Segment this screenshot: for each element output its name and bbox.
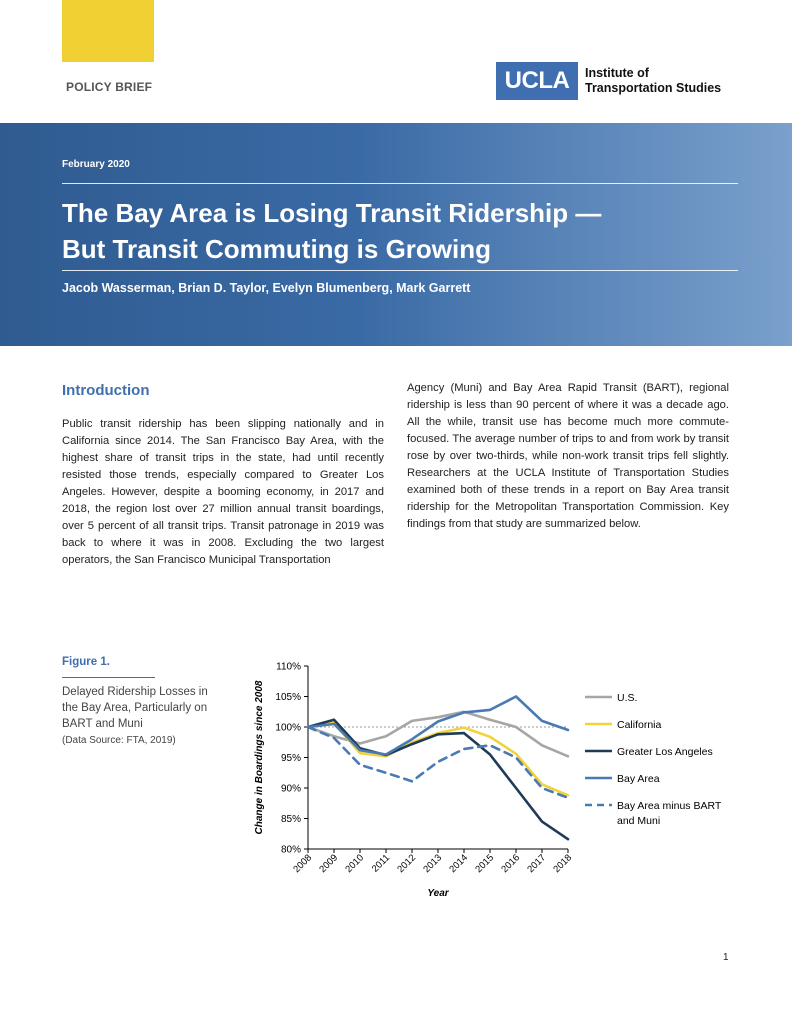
institute-name: Institute of Transportation Studies bbox=[585, 66, 721, 96]
page-title: The Bay Area is Losing Transit Ridership… bbox=[62, 195, 722, 267]
figure-caption: Delayed Ridership Losses in the Bay Area… bbox=[62, 686, 208, 730]
banner-top-divider bbox=[62, 183, 738, 184]
banner-bottom-divider bbox=[62, 270, 738, 271]
y-tick-label: 80% bbox=[281, 845, 301, 856]
author-list: Jacob Wasserman, Brian D. Taylor, Evelyn… bbox=[62, 281, 471, 295]
y-tick-label: 95% bbox=[281, 753, 301, 764]
figure-label-rule bbox=[62, 677, 155, 678]
x-tick-label: 2017 bbox=[525, 852, 548, 875]
intro-paragraph-column-2: Agency (Muni) and Bay Area Rapid Transit… bbox=[407, 382, 729, 530]
institute-name-line-2: Transportation Studies bbox=[585, 81, 722, 95]
document-type-label: POLICY BRIEF bbox=[66, 80, 153, 94]
y-axis-title: Change in Boardings since 2008 bbox=[254, 680, 265, 834]
legend-label: Bay Area bbox=[617, 773, 660, 785]
title-banner: February 2020 The Bay Area is Losing Tra… bbox=[0, 123, 792, 346]
series-line-bay-area bbox=[306, 695, 570, 756]
y-tick-label: 85% bbox=[281, 814, 301, 825]
series-line-greater-los-angeles bbox=[306, 718, 570, 841]
ridership-line-chart: 80% 85% 90% 95% 100% 105% 110% 2008 2009 2010 2011… bbox=[254, 662, 722, 900]
x-tick-label: 2011 bbox=[370, 852, 392, 874]
x-tick-label: 2013 bbox=[421, 852, 444, 875]
x-tick-label: 2010 bbox=[343, 852, 366, 875]
x-tick-label: 2012 bbox=[395, 852, 418, 875]
legend-label: California bbox=[617, 719, 662, 731]
legend-label: U.S. bbox=[617, 692, 637, 704]
intro-paragraph-column-1: Public transit ridership has been slippi… bbox=[62, 418, 384, 566]
title-line-2: But Transit Commuting is Growing bbox=[62, 234, 491, 264]
brand-color-block bbox=[62, 0, 154, 62]
ucla-logo: UCLA bbox=[496, 62, 578, 100]
y-tick-label: 100% bbox=[275, 723, 301, 734]
y-tick-label: 90% bbox=[281, 784, 301, 795]
x-tick-label: 2018 bbox=[551, 852, 574, 875]
figure-label: Figure 1. bbox=[62, 656, 110, 668]
legend-label: Greater Los Angeles bbox=[617, 746, 713, 758]
figure-data-source: (Data Source: FTA, 2019) bbox=[62, 735, 176, 746]
x-axis-title: Year bbox=[427, 888, 449, 899]
y-tick-label: 110% bbox=[276, 662, 301, 673]
institute-name-line-1: Institute of bbox=[585, 66, 649, 80]
legend-label: Bay Area minus BART and Muni bbox=[617, 800, 722, 827]
x-tick-label: 2015 bbox=[473, 852, 496, 875]
y-tick-label: 105% bbox=[275, 692, 301, 703]
x-tick-label: 2016 bbox=[499, 852, 522, 875]
page-number: 1 bbox=[723, 952, 729, 963]
x-tick-label: 2008 bbox=[291, 852, 314, 875]
x-tick-label: 2009 bbox=[317, 852, 340, 875]
publication-date: February 2020 bbox=[62, 159, 130, 170]
section-heading-introduction: Introduction bbox=[62, 382, 150, 399]
title-line-1: The Bay Area is Losing Transit Ridership… bbox=[62, 198, 602, 228]
x-tick-label: 2014 bbox=[447, 852, 470, 875]
